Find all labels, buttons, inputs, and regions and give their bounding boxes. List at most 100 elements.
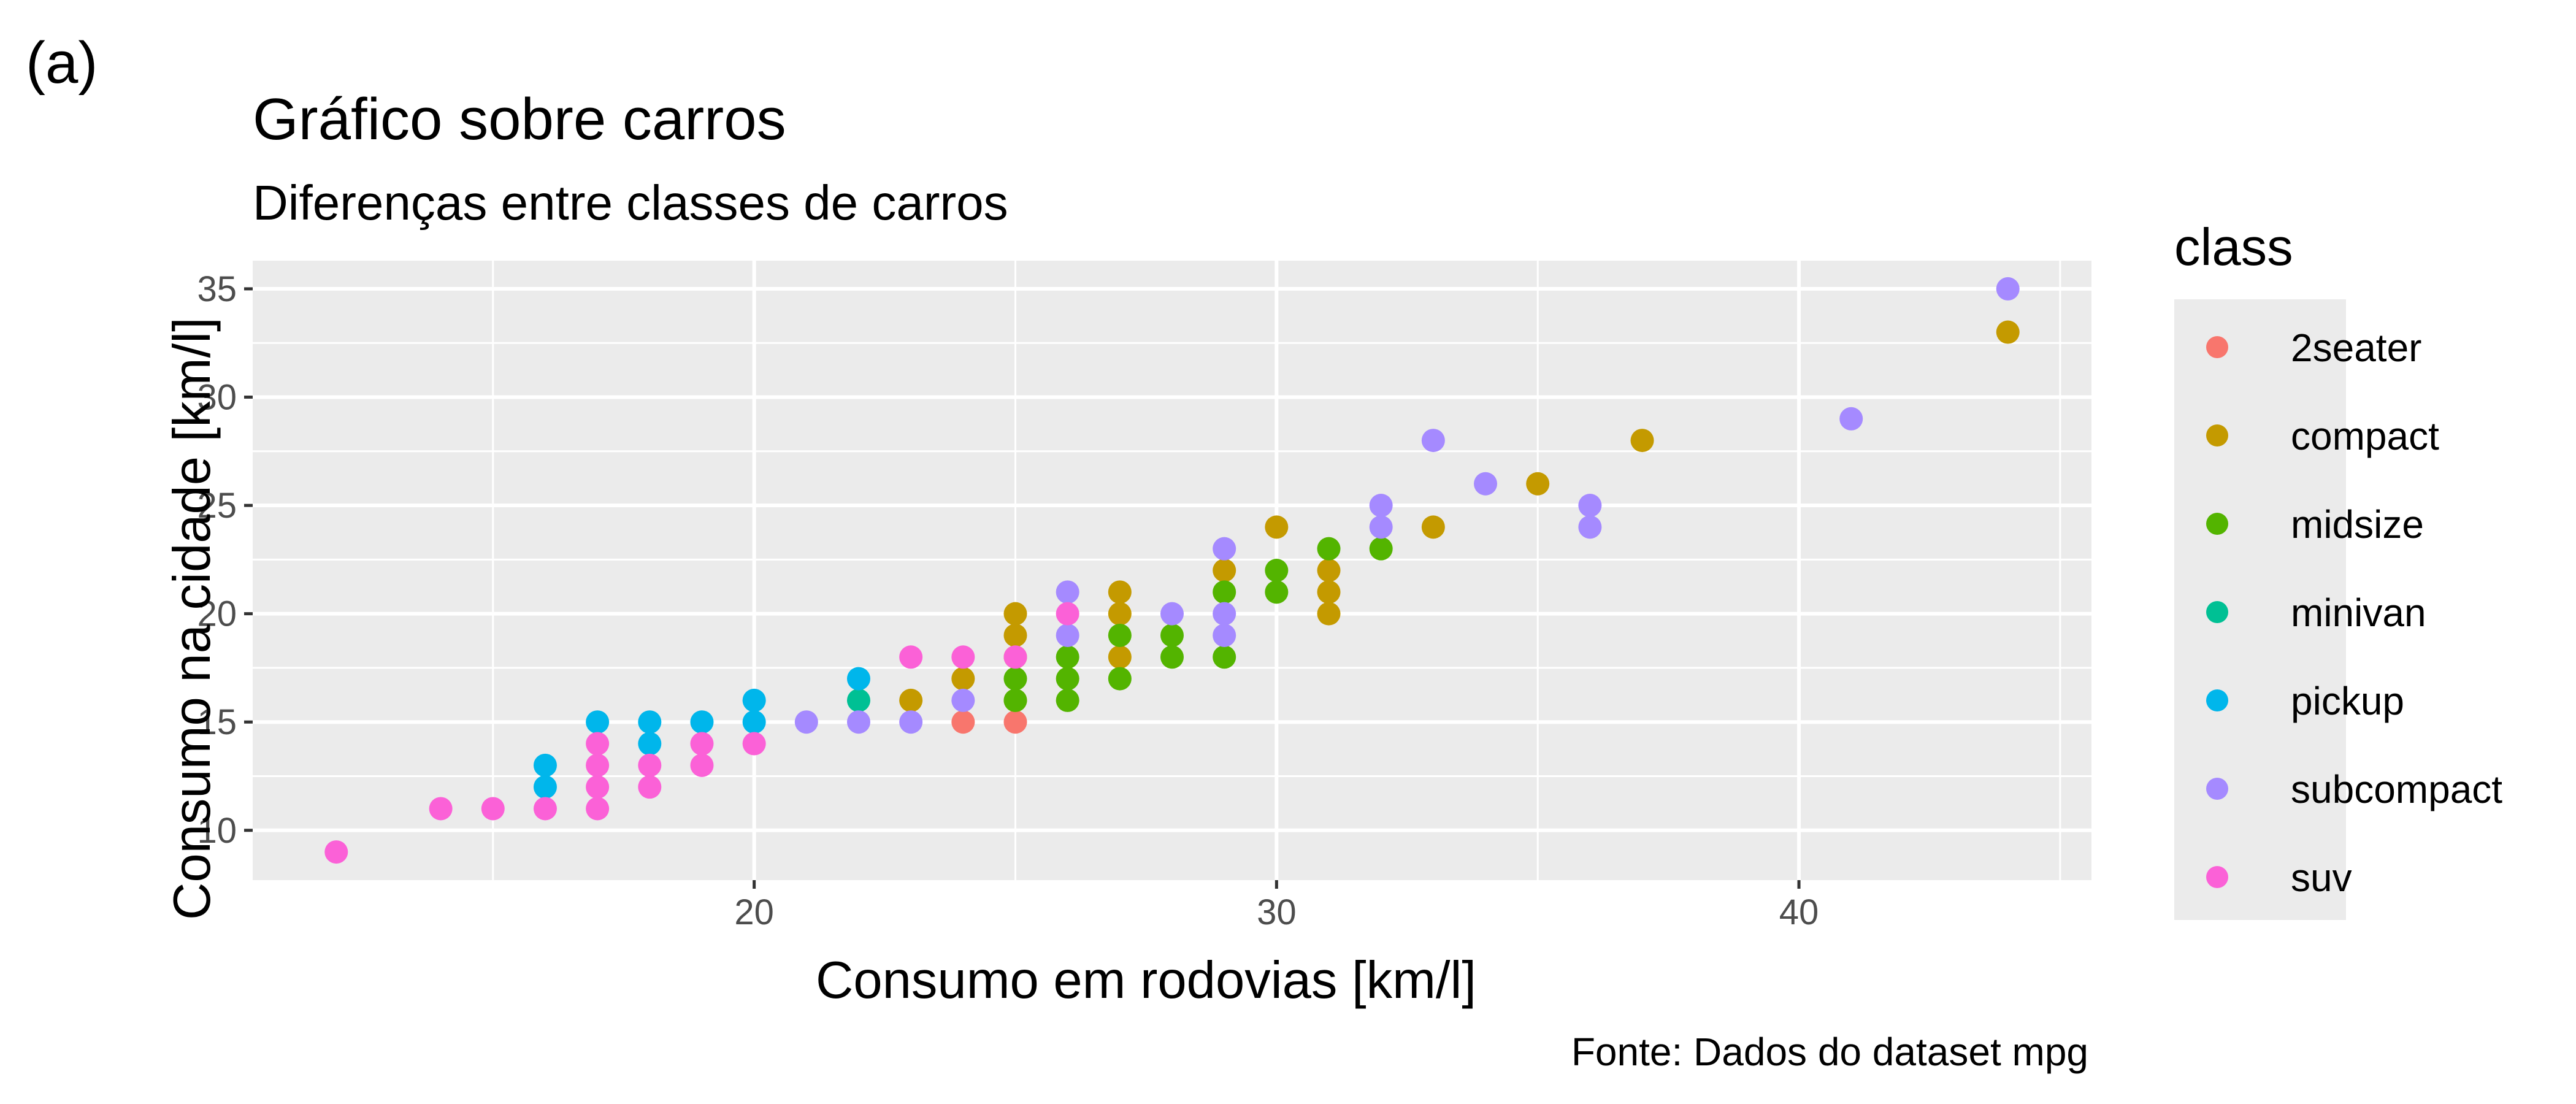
data-point-midsize (1056, 688, 1079, 712)
data-point-compact (1108, 645, 1132, 669)
data-point-2seater (951, 710, 975, 734)
data-point-subcompact (1474, 472, 1498, 496)
data-point-compact (1265, 515, 1289, 539)
data-point-midsize (1213, 645, 1236, 669)
legend (2174, 299, 2346, 920)
data-point-subcompact (1996, 277, 2020, 301)
data-point-compact (1630, 429, 1654, 453)
data-point-suv (1056, 602, 1079, 626)
data-point-suv (1003, 645, 1027, 669)
legend-key-suv (2174, 833, 2260, 921)
legend-dot-2seater (2206, 336, 2228, 358)
legend-title: class (2174, 218, 2293, 277)
data-point-subcompact (1056, 580, 1079, 604)
chart-caption: Fonte: Dados do dataset mpg (1571, 1030, 2088, 1074)
data-point-midsize (1369, 537, 1393, 561)
data-point-compact (1108, 580, 1132, 604)
data-point-compact (1526, 472, 1550, 496)
y-tick-label: 20 (197, 594, 237, 634)
data-point-2seater (1003, 710, 1027, 734)
data-point-pickup (533, 775, 557, 799)
legend-label-subcompact: subcompact (2291, 767, 2503, 811)
data-point-midsize (1108, 667, 1132, 691)
y-tick-label: 15 (197, 702, 237, 742)
data-point-subcompact (1578, 494, 1602, 518)
data-point-suv (429, 797, 453, 821)
data-point-subcompact (899, 710, 923, 734)
legend-label-pickup: pickup (2291, 679, 2404, 723)
data-point-midsize (1160, 623, 1184, 647)
data-point-suv (533, 797, 557, 821)
chart-title: Gráfico sobre carros (253, 86, 786, 152)
data-point-midsize (1265, 580, 1289, 604)
x-tick-label: 30 (1257, 892, 1297, 932)
data-point-midsize (1056, 667, 1079, 691)
data-point-subcompact (1421, 429, 1445, 453)
data-point-compact (1421, 515, 1445, 539)
data-point-midsize (1003, 667, 1027, 691)
legend-label-suv: suv (2291, 856, 2352, 900)
plot-panel (253, 261, 2091, 880)
legend-key-pickup (2174, 656, 2260, 745)
legend-dot-midsize (2206, 513, 2228, 535)
legend-label-compact: compact (2291, 414, 2439, 458)
x-axis-title: Consumo em rodovias [km/l] (816, 951, 1477, 1010)
y-tick-label: 30 (197, 377, 237, 417)
legend-dot-pickup (2206, 689, 2228, 711)
data-point-pickup (742, 710, 766, 734)
legend-key-2seater (2174, 303, 2260, 391)
x-tick-label: 40 (1779, 892, 1819, 932)
legend-key-midsize (2174, 480, 2260, 568)
data-point-suv (742, 732, 766, 756)
data-point-subcompact (1839, 407, 1863, 431)
data-point-subcompact (1369, 515, 1393, 539)
data-point-subcompact (1213, 623, 1236, 647)
data-point-pickup (638, 710, 662, 734)
legend-key-compact (2174, 391, 2260, 480)
data-point-pickup (586, 710, 610, 734)
legend-key-subcompact (2174, 745, 2260, 833)
data-point-suv (638, 775, 662, 799)
legend-dot-compact (2206, 424, 2228, 447)
data-point-compact (1213, 559, 1236, 582)
y-tick-label: 35 (197, 269, 237, 309)
data-point-subcompact (1578, 515, 1602, 539)
chart-subtitle: Diferenças entre classes de carros (253, 175, 1008, 230)
legend-dot-minivan (2206, 601, 2228, 623)
data-point-pickup (742, 688, 766, 712)
data-point-compact (899, 688, 923, 712)
data-point-compact (1317, 602, 1341, 626)
data-point-subcompact (1160, 602, 1184, 626)
data-point-suv (586, 797, 610, 821)
data-point-suv (951, 645, 975, 669)
legend-key-minivan (2174, 568, 2260, 656)
legend-label-midsize: midsize (2291, 502, 2424, 546)
data-point-compact (951, 667, 975, 691)
data-point-suv (690, 753, 714, 777)
data-point-midsize (1265, 559, 1289, 582)
data-point-pickup (638, 732, 662, 756)
data-point-midsize (1056, 645, 1079, 669)
data-point-suv (638, 753, 662, 777)
y-tick-label: 10 (197, 811, 237, 851)
y-tick-label: 25 (197, 486, 237, 526)
data-point-midsize (1213, 580, 1236, 604)
data-point-suv (481, 797, 505, 821)
x-tick-label: 20 (734, 892, 774, 932)
data-point-subcompact (1213, 602, 1236, 626)
tick-labels: 20 30 40 10 15 20 25 30 35 (197, 269, 1819, 932)
panel-tag: (a) (26, 30, 98, 96)
data-point-subcompact (1369, 494, 1393, 518)
data-point-suv (324, 840, 348, 864)
data-point-suv (690, 732, 714, 756)
data-point-compact (1108, 602, 1132, 626)
data-point-compact (1996, 320, 2020, 344)
legend-dot-subcompact (2206, 778, 2228, 800)
data-point-suv (899, 645, 923, 669)
data-point-pickup (533, 753, 557, 777)
data-point-compact (1317, 559, 1341, 582)
data-points (324, 277, 2020, 864)
data-point-compact (1003, 623, 1027, 647)
data-point-suv (586, 775, 610, 799)
